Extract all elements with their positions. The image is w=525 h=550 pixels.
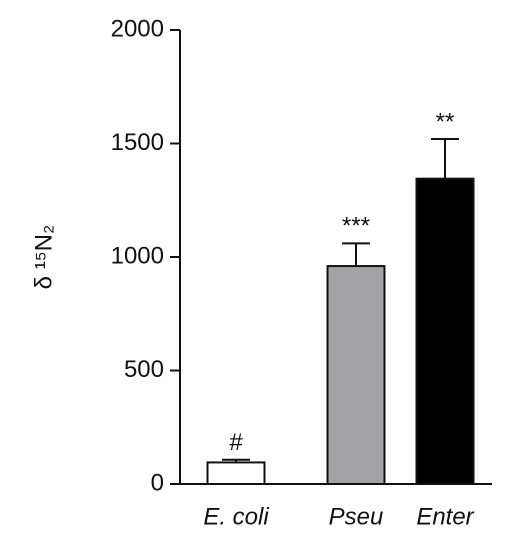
annotation: ** bbox=[436, 108, 455, 135]
y-tick-label: 500 bbox=[124, 356, 164, 383]
annotation: # bbox=[229, 429, 243, 456]
x-tick-label: Pseu bbox=[329, 503, 384, 530]
y-axis-label: δ ¹⁵N₂ bbox=[30, 225, 57, 290]
y-tick-label: 1000 bbox=[111, 242, 164, 269]
bar bbox=[326, 265, 386, 485]
y-tick-label: 1500 bbox=[111, 129, 164, 156]
y-tick-label: 0 bbox=[151, 469, 164, 496]
x-tick-label: Enter bbox=[416, 503, 474, 530]
bar bbox=[415, 177, 475, 485]
y-tick-label: 2000 bbox=[111, 15, 164, 42]
annotation: *** bbox=[342, 213, 370, 240]
bar bbox=[206, 461, 266, 485]
x-tick-label: E. coli bbox=[203, 503, 269, 530]
